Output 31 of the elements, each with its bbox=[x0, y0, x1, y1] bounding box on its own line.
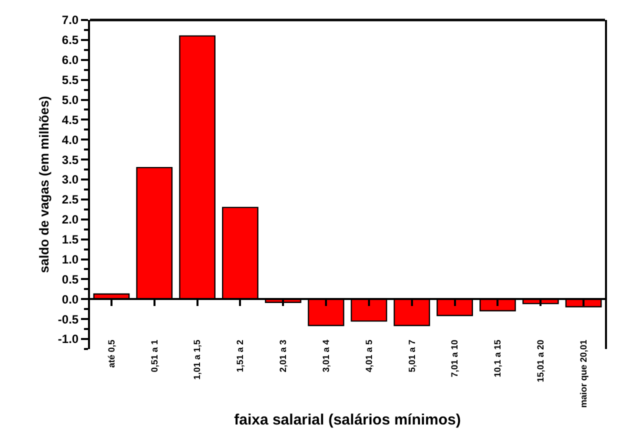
x-tick-label: 4,01 a 5 bbox=[364, 340, 374, 372]
y-tick-label: 3.0 bbox=[62, 172, 79, 187]
y-tick-label: 5.0 bbox=[62, 92, 79, 107]
x-tick-label: 0,51 a 1 bbox=[149, 340, 160, 372]
y-tick-label: 4.0 bbox=[62, 132, 79, 147]
y-axis-title: saldo de vagas (em milhões) bbox=[36, 96, 52, 274]
y-tick-label: 0.5 bbox=[62, 272, 79, 286]
y-tick-label: 2.5 bbox=[62, 192, 79, 207]
x-tick-label: 1,01 a 1,5 bbox=[192, 340, 202, 380]
y-tick-label: 1.5 bbox=[62, 232, 79, 247]
x-tick-label: 2,01 a 3 bbox=[278, 340, 288, 372]
x-tick-label: 15,01 a 20 bbox=[536, 340, 546, 382]
y-tick-label: 3.5 bbox=[62, 152, 79, 167]
x-axis-title: faixa salarial (salários mínimos) bbox=[234, 411, 461, 428]
x-tick-label: até 0,5 bbox=[106, 340, 116, 368]
x-tick-label: maior que 20,01 bbox=[578, 340, 588, 408]
x-tick-label: 1,51 a 2 bbox=[235, 340, 246, 372]
x-tick-label: 7,01 a 10 bbox=[450, 340, 460, 378]
y-tick-label: 6.5 bbox=[62, 33, 79, 48]
y-tick-label: -1.0 bbox=[58, 332, 79, 346]
y-tick-label: 0.0 bbox=[62, 292, 79, 306]
y-tick-label: 4.5 bbox=[62, 112, 79, 127]
y-tick-label: 7.0 bbox=[62, 13, 79, 28]
x-tick-label: 3,01 a 4 bbox=[320, 340, 331, 372]
y-tick-label: 6.0 bbox=[62, 53, 79, 68]
y-tick-label: 2.0 bbox=[62, 212, 79, 227]
x-tick-label: 10,1 a 15 bbox=[492, 340, 503, 378]
x-tick-label: 5,01 a 7 bbox=[406, 340, 417, 372]
y-tick-label: 5.5 bbox=[62, 73, 79, 88]
y-tick-label: -0.5 bbox=[58, 312, 79, 326]
y-tick-label: 1.0 bbox=[62, 252, 79, 266]
